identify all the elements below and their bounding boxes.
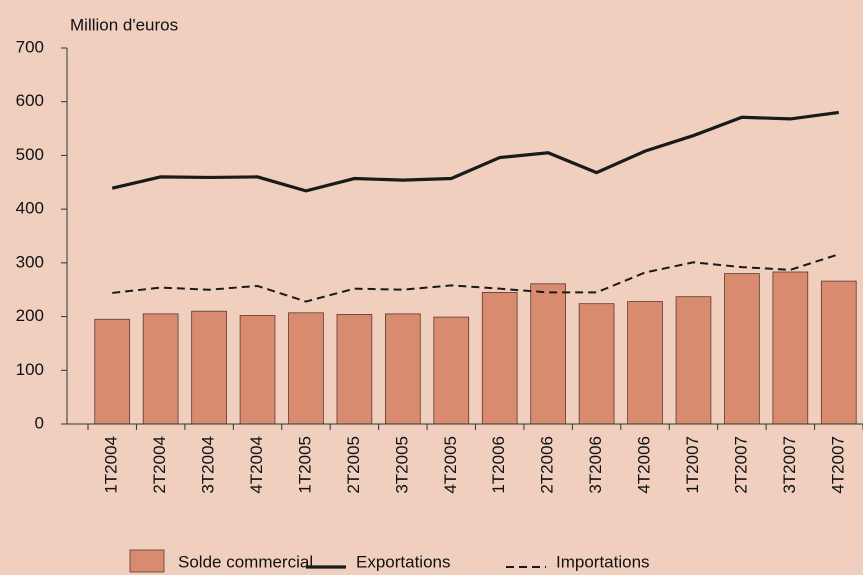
bar bbox=[578, 303, 615, 425]
bar bbox=[481, 291, 518, 425]
x-tick-label: 3T2007 bbox=[780, 436, 799, 494]
y-tick-label: 600 bbox=[16, 91, 44, 110]
x-tick-label: 2T2007 bbox=[731, 436, 750, 494]
x-tick-label: 4T2005 bbox=[441, 436, 460, 494]
x-tick-label: 1T2006 bbox=[489, 436, 508, 494]
x-tick-label: 3T2006 bbox=[586, 436, 605, 494]
bar bbox=[627, 301, 663, 425]
x-tick-label: 4T2004 bbox=[247, 436, 266, 494]
y-tick-label: 500 bbox=[16, 145, 44, 164]
bar bbox=[433, 316, 470, 425]
y-tick-label: 400 bbox=[16, 199, 44, 218]
bar bbox=[530, 283, 566, 425]
bar bbox=[724, 273, 760, 425]
bar bbox=[94, 318, 131, 425]
y-tick-label: 700 bbox=[16, 37, 44, 56]
line bbox=[111, 110, 839, 193]
x-tick-label: 4T2007 bbox=[828, 436, 847, 494]
x-tick-label: 1T2004 bbox=[102, 436, 121, 494]
legend-label: Exportations bbox=[356, 552, 451, 571]
y-axis-label: Million d'euros bbox=[70, 15, 178, 34]
bar bbox=[385, 313, 421, 425]
y-tick-label: 200 bbox=[16, 306, 44, 325]
bar bbox=[191, 310, 227, 425]
y-tick-label: 0 bbox=[35, 413, 44, 432]
x-tick-label: 2T2004 bbox=[150, 436, 169, 494]
legend-swatch bbox=[129, 549, 165, 573]
bar bbox=[288, 312, 324, 425]
bar bbox=[239, 315, 276, 425]
bar bbox=[820, 280, 857, 425]
legend-label: Importations bbox=[556, 552, 650, 571]
y-tick-label: 100 bbox=[16, 360, 44, 379]
line bbox=[112, 253, 840, 303]
y-tick-label: 300 bbox=[16, 252, 44, 271]
bar bbox=[336, 314, 373, 425]
x-tick-label: 3T2005 bbox=[392, 436, 411, 494]
x-tick-label: 1T2005 bbox=[295, 436, 314, 494]
x-tick-label: 4T2006 bbox=[635, 436, 654, 494]
bar bbox=[142, 313, 179, 425]
x-tick-label: 3T2004 bbox=[199, 436, 218, 494]
x-tick-label: 1T2007 bbox=[683, 436, 702, 494]
x-tick-label: 2T2005 bbox=[344, 436, 363, 494]
legend-label: Solde commercial bbox=[178, 552, 313, 571]
bar bbox=[675, 296, 712, 425]
bar bbox=[772, 271, 809, 425]
x-tick-label: 2T2006 bbox=[538, 436, 557, 494]
